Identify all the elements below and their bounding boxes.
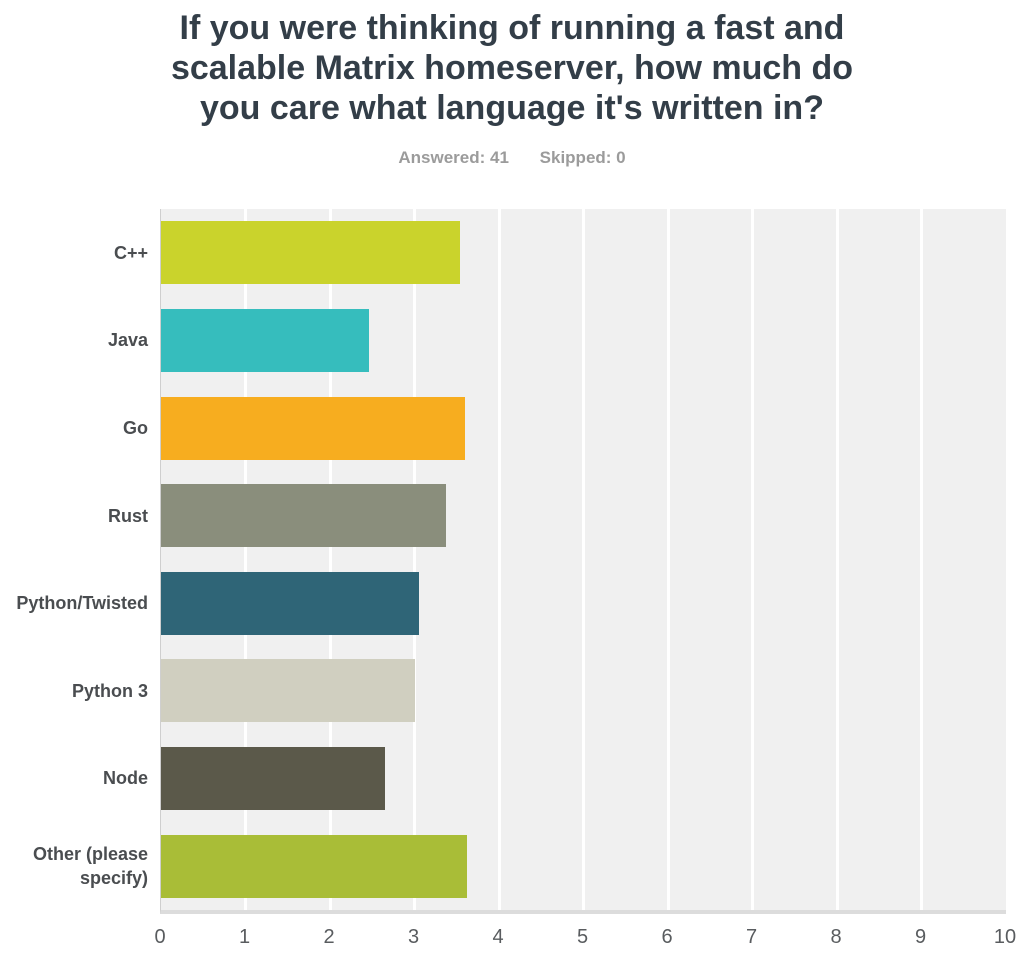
category-label-python-3: Python 3: [71, 680, 148, 701]
x-tick-label-6: 6: [661, 926, 673, 948]
chart-title-line-1: If you were thinking of running a fast a…: [179, 9, 845, 47]
gridline-x-2: [328, 209, 332, 910]
bar-other-please-specify: [161, 834, 467, 898]
category-label-c: C++: [113, 242, 148, 263]
x-tick-label-1: 1: [238, 926, 251, 948]
chart-title-line-3: you care what language it's written in?: [200, 89, 824, 127]
x-tick-label-2: 2: [323, 926, 335, 948]
x-tick-label-10: 10: [993, 926, 1017, 948]
answered-count: Answered: 41: [398, 148, 509, 167]
plot-area: [160, 209, 1006, 914]
bar-python-twisted: [161, 571, 419, 635]
x-tick-label-3: 3: [407, 926, 420, 948]
category-axis: C++ Java Go Rust Python/Twisted Python 3 Node O…: [0, 209, 148, 910]
category-label-node: Node: [103, 768, 148, 789]
response-stats: Answered: 41 Skipped: 0: [0, 148, 1024, 168]
bar-c: [161, 221, 461, 285]
x-tick-label-8: 8: [830, 926, 842, 948]
x-tick-label-9: 9: [914, 926, 927, 948]
bar-rust: [161, 484, 446, 548]
gridline-x-8: [835, 209, 839, 910]
bar-go: [161, 396, 466, 460]
category-label-other-please-specify: Other (please specify): [32, 843, 148, 889]
gridline-x-5: [582, 209, 585, 910]
x-tick-label-5: 5: [576, 926, 589, 948]
chart-title: If you were thinking of running a fast a…: [0, 8, 1024, 128]
gridline-x-4: [497, 209, 501, 910]
gridline-x-6: [666, 209, 670, 910]
gridline-x-1: [244, 209, 247, 910]
gridline-x-7: [751, 209, 754, 910]
category-label-rust: Rust: [108, 505, 148, 526]
x-tick-label-0: 0: [154, 926, 166, 948]
gridline-x-3: [413, 209, 416, 910]
skipped-count: Skipped: 0: [539, 148, 626, 167]
gridline-x-9: [920, 209, 923, 910]
bar-python-3: [161, 659, 415, 723]
x-tick-label-7: 7: [745, 926, 758, 948]
x-tick-label-4: 4: [492, 926, 504, 948]
category-label-java: Java: [107, 330, 148, 351]
bar-java: [161, 308, 369, 372]
chart-title-line-2: scalable Matrix homeserver, how much do: [170, 49, 854, 87]
bar-node: [161, 747, 385, 811]
category-label-python-twisted: Python/Twisted: [16, 593, 148, 614]
x-axis-ticks: 0 1 2 3 4 5 6 7 8 9 10: [0, 926, 1024, 954]
category-label-go: Go: [123, 417, 148, 438]
